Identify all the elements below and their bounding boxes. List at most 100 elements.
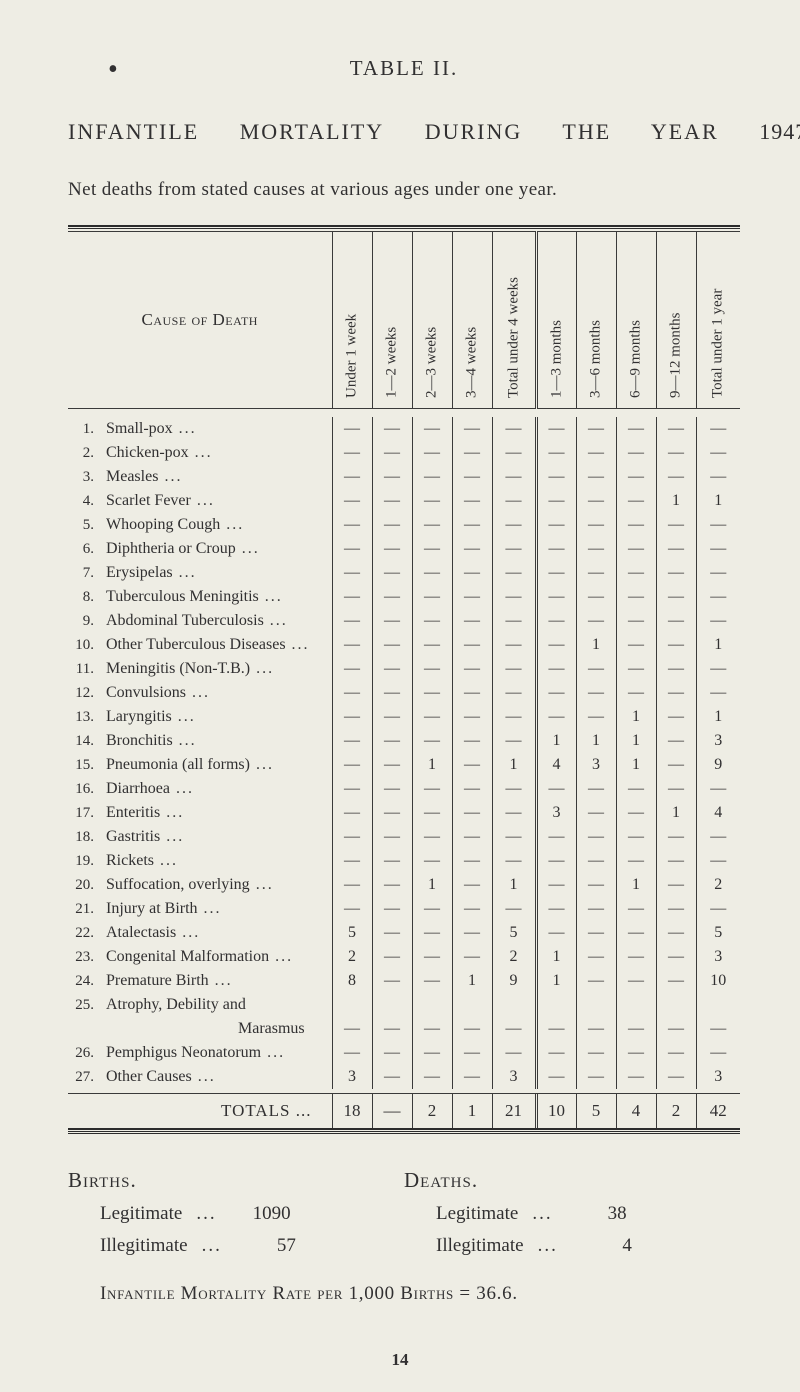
data-cell: 5 xyxy=(492,921,536,945)
data-cell: — xyxy=(412,465,452,489)
leader-dots: ... xyxy=(269,948,293,965)
leader-dots: ... xyxy=(250,756,274,773)
row-cause: Whooping Cough ... xyxy=(98,513,332,537)
data-cell: — xyxy=(576,705,616,729)
data-cell: — xyxy=(372,801,412,825)
legitimate-label: Legitimate xyxy=(436,1203,518,1225)
data-cell: — xyxy=(656,753,696,777)
totals-cell: 42 xyxy=(696,1094,740,1128)
table-row: 19.Rickets ...—————————— xyxy=(68,849,740,873)
data-cell: — xyxy=(576,969,616,993)
table-row: 26.Pemphigus Neonatorum ...—————————— xyxy=(68,1041,740,1065)
data-cell: — xyxy=(616,417,656,441)
data-cell: — xyxy=(536,489,576,513)
row-number: 4. xyxy=(68,489,98,513)
data-cell: — xyxy=(452,849,492,873)
subtitle: Net deaths from stated causes at various… xyxy=(68,179,740,201)
data-cell xyxy=(412,993,452,1017)
dots: ... xyxy=(202,1235,222,1257)
table-row: 3.Measles ...—————————— xyxy=(68,465,740,489)
leader-dots: ... xyxy=(154,852,178,869)
data-cell: — xyxy=(332,1041,372,1065)
data-cell xyxy=(536,993,576,1017)
data-cell: — xyxy=(576,849,616,873)
data-cell: — xyxy=(452,825,492,849)
row-cause: Scarlet Fever ... xyxy=(98,489,332,513)
data-cell: — xyxy=(536,921,576,945)
data-cell: — xyxy=(452,561,492,585)
data-cell: — xyxy=(452,777,492,801)
data-cell: — xyxy=(412,537,452,561)
data-cell: 1 xyxy=(656,801,696,825)
leader-dots: ... xyxy=(158,468,182,485)
data-cell: — xyxy=(576,489,616,513)
imr-line: Infantile Mortality Rate per 1,000 Birth… xyxy=(100,1283,740,1305)
data-cell: — xyxy=(452,801,492,825)
deaths-illegit-n: 4 xyxy=(572,1235,632,1257)
data-cell: — xyxy=(616,969,656,993)
data-cell: — xyxy=(412,681,452,705)
leader-dots: ... xyxy=(173,732,197,749)
leader-dots: ... xyxy=(189,444,213,461)
data-cell: — xyxy=(696,777,740,801)
leader-dots: ... xyxy=(170,780,194,797)
data-cell: 1 xyxy=(656,489,696,513)
deaths-legitimate: Legitimate ... 38 xyxy=(436,1203,740,1225)
data-cell: 3 xyxy=(536,801,576,825)
col-head: 3—6 months xyxy=(576,232,616,409)
row-number: 17. xyxy=(68,801,98,825)
data-cell xyxy=(452,993,492,1017)
row-number: 5. xyxy=(68,513,98,537)
title-word: INFANTILE xyxy=(68,119,199,144)
data-cell: — xyxy=(372,561,412,585)
deaths-legit-n: 38 xyxy=(567,1203,627,1225)
row-cause: Suffocation, overlying ... xyxy=(98,873,332,897)
data-cell: — xyxy=(492,465,536,489)
data-cell: — xyxy=(536,465,576,489)
data-cell: — xyxy=(492,513,536,537)
data-cell: — xyxy=(492,681,536,705)
data-cell: — xyxy=(536,441,576,465)
cause-header: Cause of Death xyxy=(68,232,332,409)
data-cell: — xyxy=(576,585,616,609)
births-heading: Births. xyxy=(68,1168,404,1193)
page: • TABLE II. INFANTILE MORTALITY DURING T… xyxy=(0,0,800,1392)
data-cell: — xyxy=(696,609,740,633)
data-cell: — xyxy=(492,561,536,585)
data-cell: — xyxy=(492,849,536,873)
table-row: 9.Abdominal Tuberculosis ...—————————— xyxy=(68,609,740,633)
data-cell: — xyxy=(536,849,576,873)
row-cause: Convulsions ... xyxy=(98,681,332,705)
row-cause: Measles ... xyxy=(98,465,332,489)
data-cell: — xyxy=(372,585,412,609)
table-row: 7.Erysipelas ...—————————— xyxy=(68,561,740,585)
data-cell: 1 xyxy=(536,945,576,969)
data-cell: — xyxy=(372,897,412,921)
births-legit-n: 1090 xyxy=(231,1203,291,1225)
data-cell: 1 xyxy=(536,729,576,753)
mortality-table: Cause of Death Under 1 week 1—2 weeks 2—… xyxy=(68,231,740,1128)
data-cell: — xyxy=(452,657,492,681)
data-cell xyxy=(616,993,656,1017)
row-number: 14. xyxy=(68,729,98,753)
table-header-row: Cause of Death Under 1 week 1—2 weeks 2—… xyxy=(68,232,740,409)
table-row: 12.Convulsions ...—————————— xyxy=(68,681,740,705)
data-cell: — xyxy=(412,585,452,609)
data-cell: — xyxy=(332,513,372,537)
table-row: 21.Injury at Birth ...—————————— xyxy=(68,897,740,921)
data-cell: 1 xyxy=(616,705,656,729)
data-cell: — xyxy=(616,849,656,873)
data-cell: — xyxy=(616,1041,656,1065)
data-cell: — xyxy=(452,681,492,705)
births-illegit-n: 57 xyxy=(236,1235,296,1257)
deaths-illegitimate: Illegitimate ... 4 xyxy=(436,1235,740,1257)
row-number xyxy=(68,1017,98,1041)
data-cell: — xyxy=(412,849,452,873)
data-cell: 2 xyxy=(332,945,372,969)
row-cause: Gastritis ... xyxy=(98,825,332,849)
data-cell: — xyxy=(332,801,372,825)
data-cell: — xyxy=(696,513,740,537)
data-cell: 2 xyxy=(696,873,740,897)
data-cell: 1 xyxy=(492,753,536,777)
data-cell: — xyxy=(332,681,372,705)
